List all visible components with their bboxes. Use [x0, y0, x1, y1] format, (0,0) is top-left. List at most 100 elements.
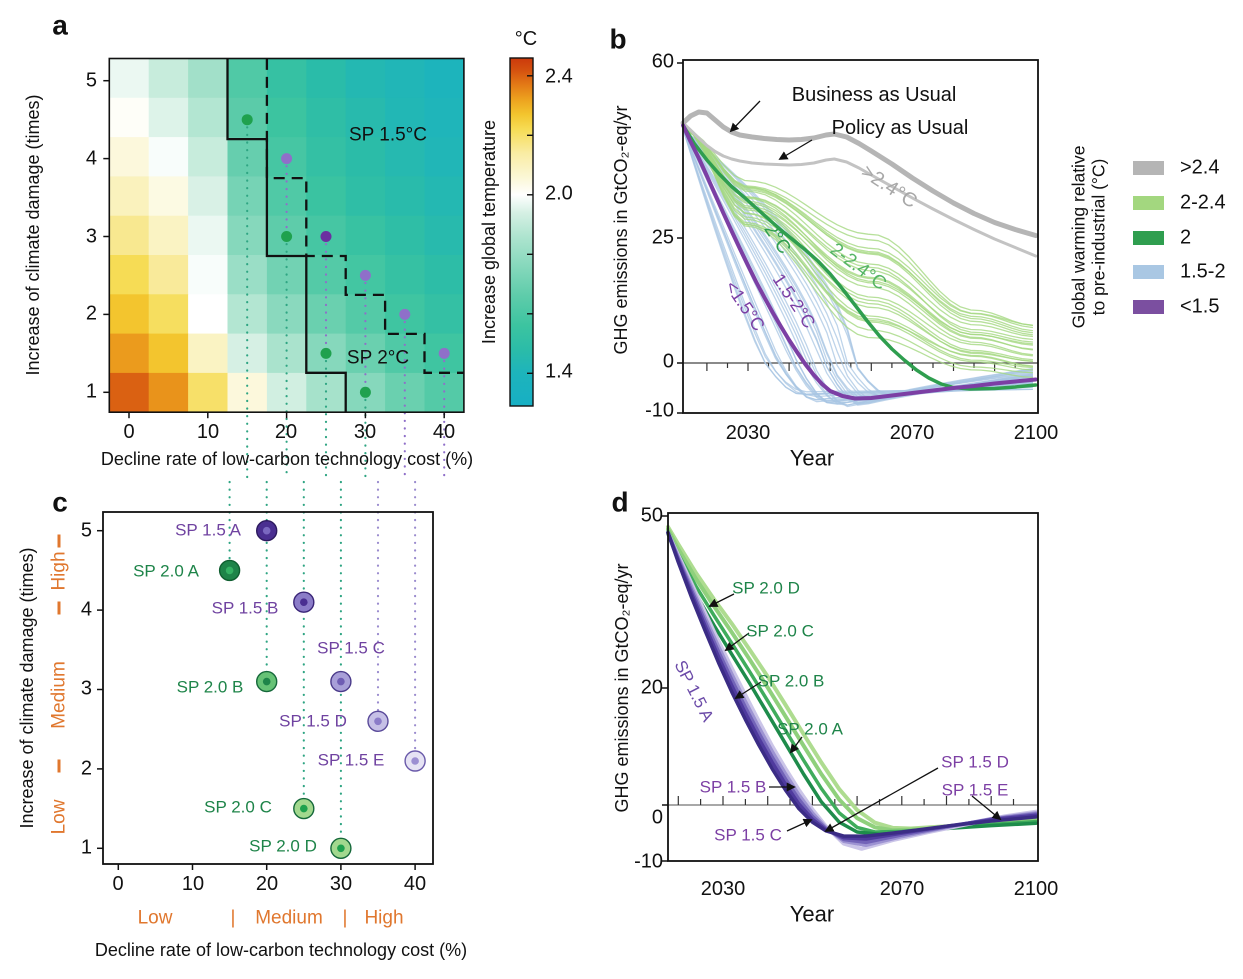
panel-c-x-tick: 10: [181, 872, 205, 895]
cost-band-divider: |: [342, 907, 348, 929]
panel-c-x-axis-label: Decline rate of low-carbon technology co…: [94, 939, 468, 960]
colorbar-tick-label: 2.4: [545, 65, 573, 88]
colorbar: [509, 57, 534, 407]
scatter-label-sp20b: SP 2.0 B: [176, 677, 244, 697]
panel-b-x-tick: 2030: [725, 421, 771, 444]
series-label-sp15c: SP 1.5 C: [714, 825, 782, 845]
region-label-sp2: SP 2°C: [346, 347, 410, 369]
panel-d-x-tick: 2100: [1013, 877, 1059, 900]
legend-label->2.4: >2.4: [1180, 156, 1220, 179]
legend-swatch-<1.5: [1133, 300, 1164, 314]
damage-band-divider: [57, 601, 61, 615]
panel-c-scenario-dots: [218, 520, 426, 859]
cost-band-low: Low: [137, 907, 173, 929]
panel-b-y-tick: 60: [651, 50, 674, 73]
panel-b-y-axis-label: GHG emissions in GtCO₂-eq/yr: [610, 105, 631, 355]
panel-d-series: [666, 524, 1038, 851]
panel-d-x-axis-label: Year: [789, 901, 835, 927]
panel-a-guide-lines: [246, 118, 446, 481]
scatter-label-sp20c: SP 2.0 C: [204, 797, 272, 817]
scatter-label-sp15d: SP 1.5 D: [279, 711, 347, 731]
panel-c-y-tick: 5: [80, 519, 92, 542]
damage-band-divider: [57, 759, 61, 773]
panel-c-y-tick: 1: [80, 836, 92, 859]
panel-a-y-tick: 1: [85, 380, 97, 403]
scatter-label-sp15b: SP 1.5 B: [211, 598, 279, 618]
panel-a-frame: [103, 57, 465, 419]
scatter-label-sp20a: SP 2.0 A: [133, 561, 199, 581]
damage-band-divider: [57, 534, 61, 548]
damage-band-medium: Medium: [48, 661, 70, 729]
panel-c-letter: c: [52, 486, 68, 518]
series-label-sp15b: SP 1.5 B: [699, 777, 767, 797]
panel-a-x-tick: 40: [432, 420, 456, 443]
legend-title-line1: Global warming relative: [1068, 145, 1089, 329]
series-label-sp20b: SP 2.0 B: [757, 671, 825, 691]
legend-title: Global warming relative to pre-industria…: [1068, 145, 1108, 329]
panel-a-boundaries: [226, 58, 464, 412]
panel-b-y-tick: 0: [662, 350, 674, 373]
panel-a-y-tick: 5: [85, 69, 97, 92]
panel-b-y-tick: 25: [651, 226, 674, 249]
panel-d-y-tick: 50: [640, 504, 663, 527]
panel-a-x-tick: 0: [123, 420, 135, 443]
panel-c-y-tick: 2: [80, 757, 92, 780]
panel-a-y-tick: 4: [85, 147, 97, 170]
legend-label-<1.5: <1.5: [1180, 295, 1220, 318]
panel-d-y-axis-label: GHG emissions in GtCO₂-eq/yr: [611, 563, 632, 813]
series-label-sp15d: SP 1.5 D: [941, 752, 1009, 772]
legend-swatch-2: [1133, 231, 1164, 245]
annotation-policy-as-usual: Policy as Usual: [831, 116, 969, 139]
panel-c-x-tick: 40: [403, 872, 427, 895]
series-label-sp20a: SP 2.0 A: [777, 719, 843, 739]
panel-b-x-tick: 2070: [889, 421, 935, 444]
panel-c-frame: [97, 511, 434, 870]
scatter-label-sp15e: SP 1.5 E: [317, 750, 385, 770]
colorbar-tick-label: 1.4: [545, 360, 573, 383]
panel-a-y-tick: 3: [85, 225, 97, 248]
panel-c-x-tick: 0: [112, 872, 124, 895]
series-label-sp20c: SP 2.0 C: [746, 621, 814, 641]
panel-a-x-axis-label: Decline rate of low-carbon technology co…: [100, 448, 474, 469]
cost-band-high: High: [364, 907, 404, 929]
colorbar-tick-label: 2.0: [545, 182, 573, 205]
damage-band-low: Low: [48, 799, 70, 835]
legend-swatch-1.5-2: [1133, 265, 1164, 279]
panel-b-frame: [682, 59, 1039, 414]
region-label-sp15: SP 1.5°C: [348, 124, 428, 146]
scatter-label-sp15a: SP 1.5 A: [175, 520, 241, 540]
panel-a-x-tick: 30: [353, 420, 377, 443]
panel-d-frame: [667, 512, 1039, 862]
panel-d-letter: d: [611, 486, 629, 518]
legend-swatch->2.4: [1133, 161, 1164, 175]
cost-band-divider: |: [230, 907, 236, 929]
colorbar-title: °C: [514, 27, 538, 50]
annotation-business-as-usual: Business as Usual: [791, 83, 957, 106]
legend-title-line2: to pre-industrial (°C): [1088, 158, 1108, 316]
panel-c-y-axis-label: Increase of climate damage (times): [16, 547, 37, 829]
panel-c-guide-lines: [228, 480, 417, 850]
legend-swatch-2-2.4: [1133, 196, 1164, 210]
series-label-sp15e: SP 1.5 E: [941, 780, 1009, 800]
panel-a-x-tick: 10: [196, 420, 220, 443]
panel-a-letter: a: [52, 9, 68, 41]
series-label-sp20d: SP 2.0 D: [732, 578, 800, 598]
panel-b-y-tick: -10: [645, 399, 674, 422]
panel-b-letter: b: [609, 23, 627, 55]
panel-c-x-tick: 20: [255, 872, 279, 895]
scatter-label-sp20d: SP 2.0 D: [249, 836, 317, 856]
panel-b-x-axis-label: Year: [789, 445, 835, 471]
panel-c-y-tick: 3: [80, 677, 92, 700]
panel-d-y-tick: 0: [651, 806, 663, 829]
panel-a-y-axis-label: Increase of climate damage (times): [22, 94, 43, 376]
panel-c-y-tick: 4: [80, 598, 92, 621]
colorbar-axis-label: Increase global temperature: [478, 119, 499, 345]
legend-label-2: 2: [1180, 226, 1192, 249]
panel-a-y-tick: 2: [85, 302, 97, 325]
panel-b-main-series: [680, 109, 1039, 401]
panel-b-x-tick: 2100: [1013, 421, 1059, 444]
panel-d-x-tick: 2030: [700, 877, 746, 900]
panel-b-arrows: [729, 100, 813, 160]
legend-label-2-2.4: 2-2.4: [1180, 191, 1226, 214]
